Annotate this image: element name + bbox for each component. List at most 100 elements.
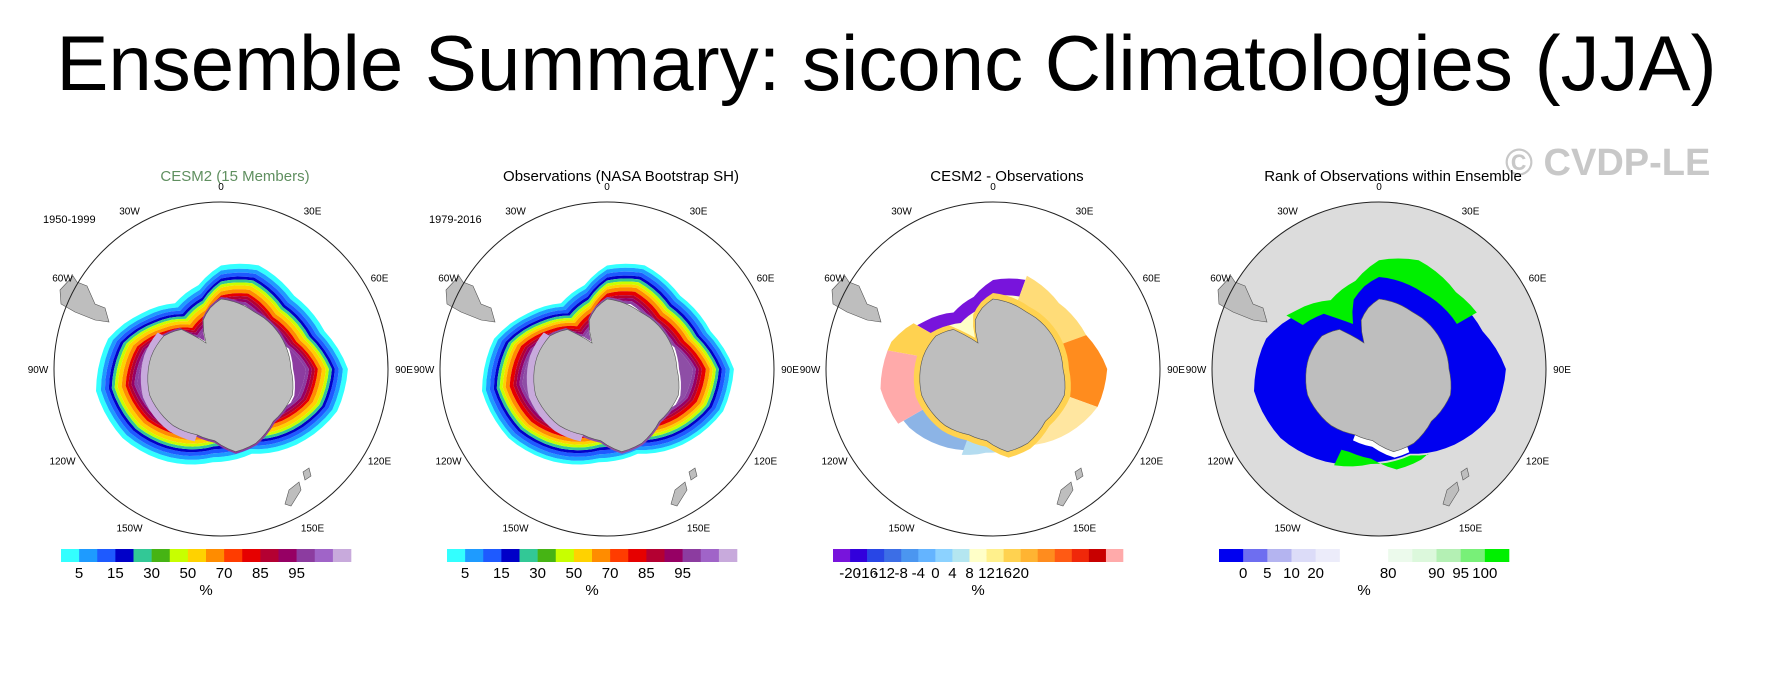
polar-map-chart: 030E60E90E120E150E180150W120W90W60W30W-2… (800, 182, 1186, 599)
colorbar-cell (592, 549, 611, 562)
colorbar-tick-label: 10 (1283, 565, 1300, 582)
new-zealand-landmass (670, 467, 698, 507)
colorbar-cell (260, 549, 279, 562)
colorbar-tick-label: 95 (1452, 565, 1469, 582)
longitude-label: 30E (304, 207, 322, 218)
colorbar-cell (483, 549, 502, 562)
colorbar-cell (833, 549, 851, 562)
colorbar-cell (79, 549, 98, 562)
colorbar: 0 5 10 20 80 90 95 100% (1219, 549, 1510, 599)
panel-period: 1950-1999 (43, 214, 96, 226)
colorbar-tick-label: -16 (856, 565, 878, 582)
panel-title: Observations (NASA Bootstrap SH) (503, 168, 739, 185)
colorbar-cell (187, 549, 207, 562)
map-layer (439, 201, 775, 537)
colorbar-tick-label: 8 (965, 565, 973, 582)
panel-title: Rank of Observations within Ensemble (1264, 168, 1522, 185)
longitude-label: 90W (800, 365, 821, 376)
longitude-label: 120E (754, 457, 778, 468)
longitude-label: 120E (1526, 457, 1550, 468)
ice-band (117, 285, 326, 444)
longitude-label: 0 (218, 182, 224, 193)
longitude-label: 90E (1553, 365, 1571, 376)
map-boundary (825, 201, 1161, 537)
colorbar-cell (901, 549, 919, 562)
map-layer (1211, 201, 1547, 537)
colorbar-cell (718, 549, 738, 562)
longitude-label: 60W (1210, 274, 1231, 285)
colorbar-cell (1339, 549, 1365, 562)
colorbar-cell (1105, 549, 1124, 562)
colorbar-cell (1364, 549, 1389, 562)
colorbar-cell (850, 549, 868, 562)
colorbar-cell (1037, 549, 1056, 562)
ice-pack-inner (140, 332, 198, 442)
colorbar-cell (151, 549, 171, 562)
colorbar-unit-label: % (585, 582, 598, 599)
colorbar-cell (501, 549, 520, 562)
longitude-label: 30E (690, 207, 708, 218)
colorbar-cell (555, 549, 575, 562)
panel-model-mean: CESM2 (15 Members) 1950-1999 0 30E 60E 90E 1… (15, 150, 455, 660)
longitude-label: 150E (1073, 524, 1097, 535)
colorbar-cell (278, 549, 297, 562)
longitude-label: 120W (821, 457, 848, 468)
panel-observations: Observations (NASA Bootstrap SH) 1979-20… (401, 150, 841, 660)
colorbar-cell (465, 549, 484, 562)
longitude-label: 90W (28, 365, 49, 376)
map-boundary (53, 201, 389, 537)
colorbar-tick-label: -12 (873, 565, 895, 582)
colorbar-tick-label: -20 (839, 565, 861, 582)
longitude-label: 150W (888, 524, 915, 535)
colorbar-cell (97, 549, 116, 562)
colorbar: 5 15 30 50 70 85 95% (447, 549, 738, 599)
colorbar-cell (1020, 549, 1039, 562)
diff-region (1016, 275, 1087, 346)
polar-map-chart: 030E60E90E120E150E180150W120W90W60W30W51… (28, 182, 414, 599)
colorbar-unit-label: % (1357, 582, 1370, 599)
colorbar-tick-label: 70 (602, 565, 619, 582)
colorbar-cell (1054, 549, 1073, 562)
colorbar-cell (314, 549, 334, 562)
longitude-label: 60W (52, 274, 73, 285)
longitude-label: 90W (1186, 365, 1207, 376)
colorbar: -20-16-12 -8 -4 0 4 8 12 16 20% (833, 549, 1124, 599)
colorbar-tick-label: 12 (978, 565, 995, 582)
longitude-label: 30W (505, 207, 526, 218)
colorbar-cell (1460, 549, 1486, 562)
ice-band (502, 284, 713, 445)
colorbar-tick-label: 0 (931, 565, 939, 582)
polar-map-chart: 030E60E90E120E150E180150W120W90W60W30W51… (414, 182, 800, 599)
new-zealand-landmass (1442, 467, 1470, 507)
colorbar-cell (1315, 549, 1341, 562)
longitude-label: 120E (1140, 457, 1164, 468)
colorbar-cell (1088, 549, 1107, 562)
colorbar-cell (646, 549, 665, 562)
longitude-label: 150E (1459, 524, 1483, 535)
colorbar-tick-label: 0 (1239, 565, 1247, 582)
longitude-label: 30W (1277, 207, 1298, 218)
antarctica-landmass (147, 298, 294, 453)
colorbar-cell (1484, 549, 1510, 562)
map-boundary (439, 201, 775, 537)
colorbar-cell (1003, 549, 1021, 562)
colorbar-tick-label: 100 (1472, 565, 1497, 582)
longitude-label: 90W (414, 365, 435, 376)
colorbar-cell (169, 549, 189, 562)
new-zealand-landmass (1056, 467, 1084, 507)
antarctica-landmass (919, 298, 1066, 453)
longitude-label: 60W (438, 274, 459, 285)
longitude-label: 0 (1376, 182, 1382, 193)
ice-band (505, 287, 710, 442)
longitude-label: 150W (1274, 524, 1301, 535)
colorbar-tick-label: 5 (461, 565, 469, 582)
panel-rank: Rank of Observations within Ensemble 0 30… (1173, 150, 1613, 660)
colorbar-cell (332, 549, 352, 562)
colorbar-tick-label: 85 (638, 565, 655, 582)
colorbar-unit-label: % (199, 582, 212, 599)
ice-band (125, 293, 318, 437)
colorbar-cell (1436, 549, 1461, 562)
colorbar-cell (61, 549, 80, 562)
colorbar-cell (918, 549, 936, 562)
longitude-label: 90E (1167, 365, 1185, 376)
